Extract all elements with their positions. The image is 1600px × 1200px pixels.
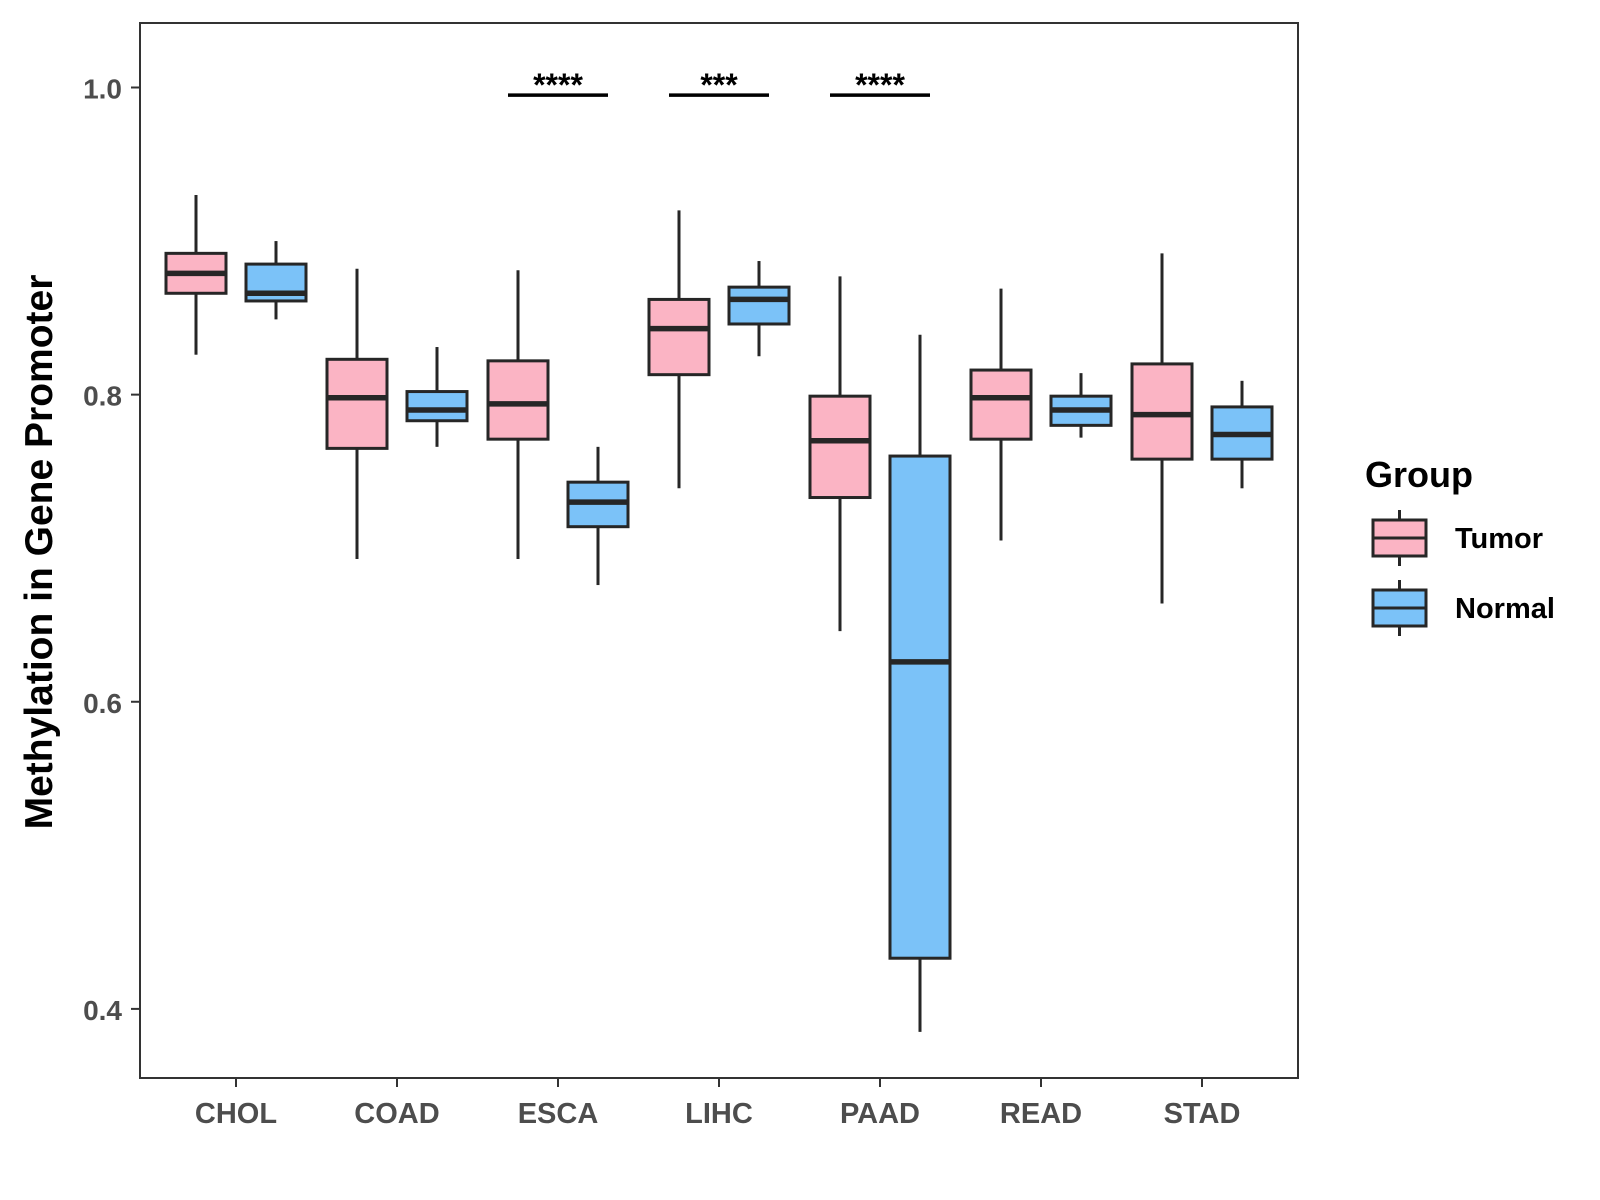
y-axis-title: Methylation in Gene Promoter	[18, 275, 61, 830]
x-tick-label-stad: STAD	[1164, 1098, 1241, 1130]
box-tumor-read	[969, 288, 1033, 541]
significance-stars: ****	[855, 67, 905, 103]
plot-content	[164, 194, 1274, 1032]
x-tick-label-chol: CHOL	[195, 1098, 277, 1130]
legend-key-swatch	[1371, 580, 1428, 636]
legend: Group Tumor Normal	[1365, 454, 1555, 636]
x-tick-label-esca: ESCA	[518, 1098, 599, 1130]
iqr-box	[808, 394, 872, 500]
x-axis: CHOL COAD ESCA LIHC PAAD READ STAD	[195, 1078, 1240, 1130]
y-tick-label: 0.6	[83, 688, 122, 719]
box-normal-coad	[405, 347, 469, 447]
box-tumor-esca	[486, 270, 550, 559]
legend-label: Tumor	[1455, 523, 1543, 555]
legend-keys: Tumor Normal	[1371, 510, 1555, 636]
box-normal-chol	[244, 241, 308, 320]
legend-item-normal: Normal	[1371, 580, 1555, 636]
box-tumor-stad	[1130, 253, 1194, 604]
y-tick-label: 1.0	[83, 73, 122, 104]
iqr-box	[405, 390, 469, 423]
legend-item-tumor: Tumor	[1371, 510, 1543, 566]
significance-stars: ****	[533, 67, 583, 103]
y-axis: 0.4 0.6 0.8 1.0	[83, 73, 140, 1026]
significance-esca: ****	[508, 67, 608, 103]
x-tick-label-read: READ	[1000, 1098, 1082, 1130]
significance-annotations: **** *** ****	[508, 67, 930, 103]
x-tick-label-coad: COAD	[354, 1098, 439, 1130]
legend-label: Normal	[1455, 593, 1555, 625]
iqr-box	[486, 359, 550, 441]
box-normal-esca	[566, 446, 630, 586]
y-tick-label: 0.8	[83, 381, 122, 412]
legend-key-swatch	[1371, 510, 1428, 566]
x-tick-label-paad: PAAD	[840, 1098, 920, 1130]
iqr-box	[1130, 362, 1194, 461]
y-tick-label: 0.4	[83, 995, 122, 1026]
box-normal-paad	[888, 334, 952, 1032]
x-tick-label-lihc: LIHC	[685, 1098, 753, 1130]
iqr-box	[969, 368, 1033, 441]
box-normal-lihc	[727, 261, 791, 357]
significance-paad: ****	[830, 67, 930, 103]
iqr-box	[888, 454, 952, 960]
significance-stars: ***	[700, 67, 738, 103]
significance-lihc: ***	[669, 67, 769, 103]
legend-title: Group	[1365, 454, 1473, 495]
box-tumor-paad	[808, 276, 872, 632]
box-normal-read	[1049, 373, 1113, 438]
box-normal-stad	[1210, 380, 1274, 489]
iqr-box	[647, 297, 711, 377]
box-tumor-coad	[325, 268, 389, 559]
box-tumor-chol	[164, 194, 228, 355]
iqr-box	[727, 285, 791, 326]
iqr-box	[325, 357, 389, 450]
box-tumor-lihc	[647, 210, 711, 489]
